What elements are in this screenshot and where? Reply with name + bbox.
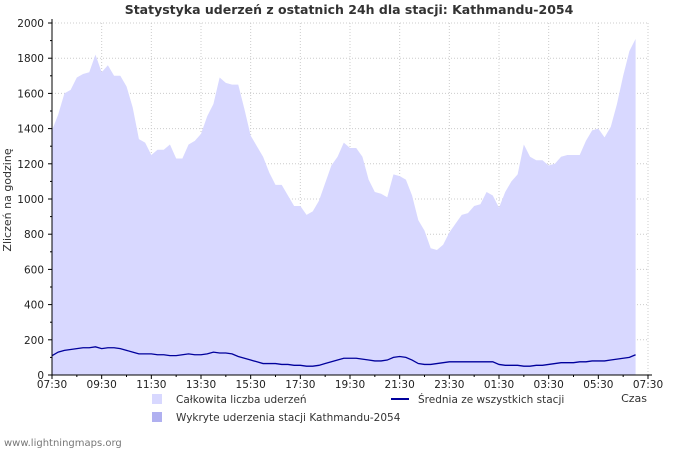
x-tick-label: 15:30 (236, 379, 266, 391)
legend-swatch-station (152, 412, 162, 422)
x-tick-labels: 07:30 09:30 11:30 13:30 15:30 17:30 19:30 21:30… (37, 379, 663, 391)
x-tick-label: 13:30 (186, 379, 216, 391)
series-line-average (51, 346, 636, 367)
y-tick-label: 1800 (17, 53, 44, 65)
y-tick-label: 1600 (17, 88, 44, 100)
y-tick-label: 200 (24, 335, 44, 347)
y-tick-label: 1200 (17, 159, 44, 171)
legend-label-average: Średnia ze wszystkich stacji (418, 393, 564, 406)
y-tick-label: 1000 (17, 194, 44, 206)
x-tick-label: 19:30 (335, 379, 365, 391)
y-tick-label: 600 (24, 264, 44, 276)
credit-text: www.lightningmaps.org (4, 438, 122, 449)
x-tick-label: 07:30 (37, 379, 67, 391)
legend-label-station: Wykryte uderzenia stacji Kathmandu-2054 (176, 412, 401, 424)
series-area-group (52, 38, 636, 376)
x-tick-label: 09:30 (87, 379, 117, 391)
x-tick-label: 17:30 (285, 379, 315, 391)
series-line-group (51, 346, 636, 367)
legend-swatch-total (152, 394, 162, 404)
x-tick-label: 07:30 (633, 379, 663, 391)
y-tick-label: 0 (37, 370, 44, 382)
x-tick-label: 11:30 (136, 379, 166, 391)
y-tick-label: 400 (24, 300, 44, 312)
x-axis-label: Czas (621, 392, 647, 405)
y-tick-label: 1400 (17, 124, 44, 136)
x-tick-label: 03:30 (534, 379, 564, 391)
legend-label-total: Całkowita liczba uderzeń (176, 394, 307, 406)
y-tick-labels: 0 200 400 600 800 1000 1200 1400 1600 1800 2000 (17, 18, 44, 382)
x-tick-label: 01:30 (484, 379, 514, 391)
legend: Całkowita liczba uderzeń Średnia ze wszy… (152, 393, 564, 424)
x-tick-label: 23:30 (434, 379, 464, 391)
y-tick-label: 800 (24, 229, 44, 241)
y-axis-label: Zliczeń na godzinę (1, 148, 14, 251)
chart-title: Statystyka uderzeń z ostatnich 24h dla s… (125, 2, 574, 17)
x-tick-label: 05:30 (583, 379, 613, 391)
x-tick-label: 21:30 (385, 379, 415, 391)
series-area-total-strikes (52, 38, 636, 376)
axes (48, 19, 652, 379)
y-tick-label: 2000 (17, 18, 44, 30)
